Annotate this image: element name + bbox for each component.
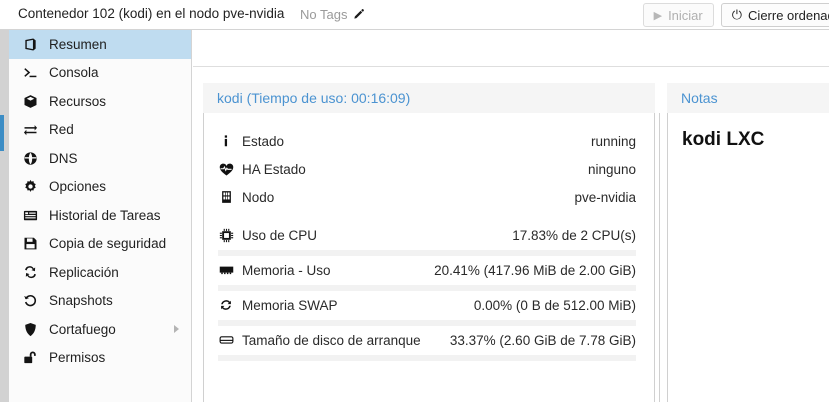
chevron-right-icon (174, 325, 179, 334)
start-button[interactable]: ▶ Iniciar (642, 3, 714, 27)
content-toolbar-strip (193, 30, 829, 67)
disk-usage-bar (218, 355, 636, 361)
status-panel-title: kodi (Tiempo de uso: 00:16:09) (203, 83, 655, 113)
sidebar-item-label: Consola (49, 65, 99, 81)
memory-icon (218, 262, 234, 278)
replication-arrows-icon (23, 265, 38, 280)
unlock-icon (23, 350, 38, 365)
sidebar-item-label: DNS (49, 150, 78, 166)
sidebar-item-label: Resumen (49, 36, 107, 52)
sidebar-item-historial-de-tareas[interactable]: Historial de Tareas (9, 201, 191, 230)
status-label: HA Estado (242, 161, 306, 177)
status-row-ha-estado: HA Estado ninguno (218, 159, 640, 179)
sidebar-item-label: Opciones (49, 179, 107, 195)
hard-drive-icon (218, 332, 234, 348)
status-label: Uso de CPU (242, 227, 318, 243)
network-arrows-icon (23, 122, 38, 137)
play-icon: ▶ (653, 9, 663, 22)
status-row-tamano-de-disco-de-arranque: Tamaño de disco de arranque 33.37% (2.60… (218, 330, 640, 361)
panel-divider (659, 113, 660, 402)
tags-area[interactable]: No Tags (300, 7, 365, 22)
status-row-memoria-swap: Memoria SWAP 0.00% (0 B de 512.00 MiB) (218, 295, 640, 326)
swap-usage-bar (218, 320, 636, 326)
top-header-bar: Contenedor 102 (kodi) en el nodo pve-nvi… (0, 0, 829, 30)
status-label: Memoria - Uso (242, 262, 331, 278)
sidebar-item-resumen[interactable]: Resumen (9, 30, 191, 59)
sidebar-item-cortafuego[interactable]: Cortafuego (9, 315, 191, 344)
sidebar-item-label: Copia de seguridad (49, 236, 167, 252)
page-title: Contenedor 102 (kodi) en el nodo pve-nvi… (18, 6, 285, 21)
sidebar-nav: Resumen Consola Recursos (9, 30, 192, 402)
status-label: Tamaño de disco de arranque (242, 332, 421, 348)
content-area: kodi (Tiempo de uso: 00:16:09) Estado ru… (193, 30, 829, 402)
server-icon (218, 189, 234, 205)
terminal-icon (23, 65, 38, 80)
status-row-uso-de-cpu: Uso de CPU 17.83% de 2 CPU(s) (218, 225, 640, 256)
sidebar-item-label: Replicación (49, 264, 119, 280)
status-row-nodo: Nodo pve-nvidia (218, 187, 640, 207)
sidebar-item-recursos[interactable]: Recursos (9, 87, 191, 116)
cube-icon (23, 94, 38, 109)
status-value: 20.41% (417.96 MiB de 2.00 GiB) (434, 262, 636, 278)
status-label: Memoria SWAP (242, 297, 338, 313)
sidebar-item-copia-de-seguridad[interactable]: Copia de seguridad (9, 230, 191, 259)
pencil-icon[interactable] (352, 8, 365, 21)
header-actions: ▶ Iniciar ⏻ Cierre ordenado (642, 3, 829, 27)
tags-label: No Tags (300, 7, 348, 22)
sidebar-item-permisos[interactable]: Permisos (9, 344, 191, 373)
heartbeat-icon (218, 161, 234, 177)
book-icon (23, 37, 38, 52)
floppy-disk-icon (23, 236, 38, 251)
notes-panel-body[interactable]: kodi LXC (667, 113, 829, 402)
list-icon (23, 208, 38, 223)
status-row-memoria-uso: Memoria - Uso 20.41% (417.96 MiB de 2.00… (218, 260, 640, 291)
sidebar-item-label: Recursos (49, 93, 107, 109)
notes-panel-title: Notas (667, 83, 829, 113)
sidebar-item-opciones[interactable]: Opciones (9, 173, 191, 202)
status-label: Estado (242, 133, 285, 149)
sidebar-item-label: Cortafuego (49, 321, 116, 337)
sidebar-item-label: Historial de Tareas (49, 207, 161, 223)
sidebar-item-label: Snapshots (49, 293, 113, 309)
sidebar-item-consola[interactable]: Consola (9, 59, 191, 88)
status-value: ninguno (587, 161, 636, 177)
start-button-label: Iniciar (668, 7, 703, 23)
shutdown-button-label: Cierre ordenado (748, 7, 829, 23)
status-value: 33.37% (2.60 GiB de 7.78 GiB) (449, 332, 636, 348)
power-icon: ⏻ (731, 7, 743, 22)
sidebar-item-snapshots[interactable]: Snapshots (9, 287, 191, 316)
notes-panel: Notas kodi LXC (667, 83, 829, 402)
status-value: pve-nvidia (574, 189, 636, 205)
gear-icon (23, 179, 38, 194)
sidebar-item-label: Permisos (49, 350, 106, 366)
notes-content: kodi LXC (682, 129, 765, 150)
info-icon (218, 133, 234, 149)
status-value: 0.00% (0 B de 512.00 MiB) (473, 297, 636, 313)
sidebar-item-replicacion[interactable]: Replicación (9, 258, 191, 287)
swap-refresh-icon (218, 297, 234, 313)
cpu-usage-bar (218, 250, 636, 256)
shutdown-button[interactable]: ⏻ Cierre ordenado (720, 3, 829, 27)
status-row-estado: Estado running (218, 131, 640, 151)
sidebar-item-label: Red (49, 122, 74, 138)
status-panel: kodi (Tiempo de uso: 00:16:09) Estado ru… (203, 83, 655, 402)
globe-icon (23, 151, 38, 166)
status-panel-body: Estado running HA Estado ninguno (203, 113, 655, 402)
memory-usage-bar (218, 285, 636, 291)
status-value: 17.83% de 2 CPU(s) (512, 227, 636, 243)
status-label: Nodo (242, 189, 275, 205)
cpu-chip-icon (218, 227, 234, 243)
status-value: running (590, 133, 636, 149)
shield-icon (23, 322, 38, 337)
left-rail (0, 30, 9, 402)
sidebar-item-dns[interactable]: DNS (9, 144, 191, 173)
sidebar-item-red[interactable]: Red (9, 116, 191, 145)
rail-scrollbar[interactable] (0, 115, 4, 151)
history-clock-icon (23, 293, 38, 308)
